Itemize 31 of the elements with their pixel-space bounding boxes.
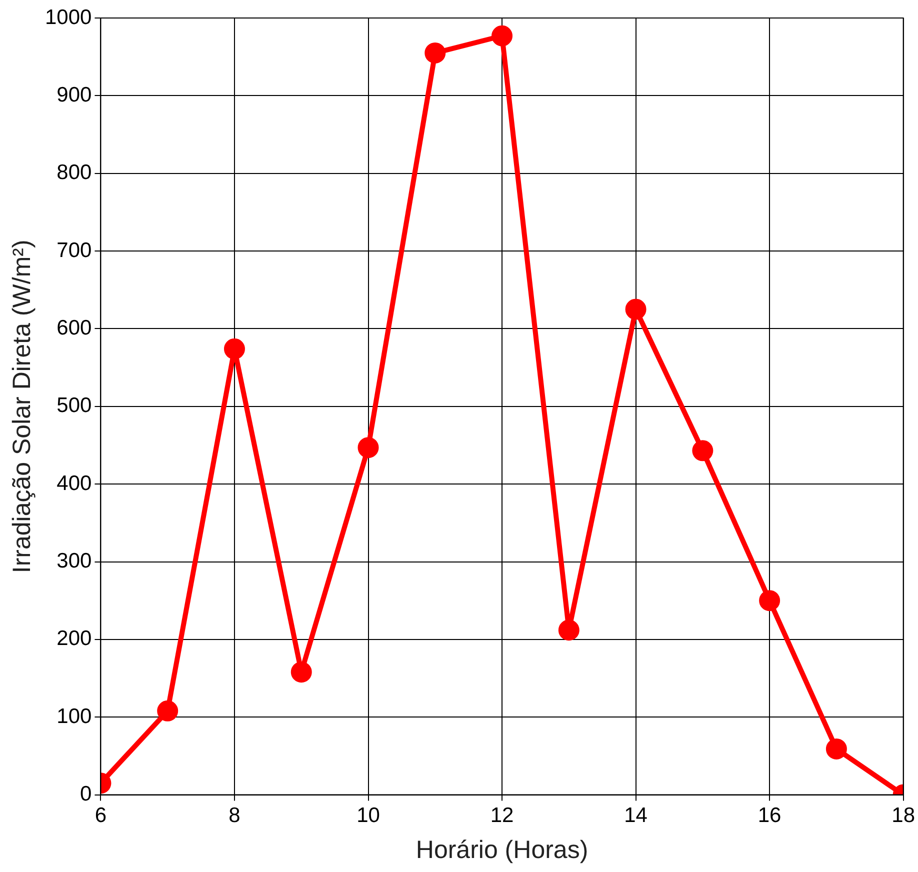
point — [692, 440, 714, 462]
x-tick-label: 8 — [228, 804, 240, 828]
y-tick-label: 200 — [56, 627, 92, 650]
point — [424, 42, 446, 64]
point — [558, 620, 580, 641]
point — [224, 338, 245, 360]
point — [625, 298, 646, 320]
y-tick-label: 500 — [56, 394, 92, 418]
x-axis-title: Horário (Horas) — [416, 836, 588, 864]
point — [358, 437, 379, 458]
x-tick-label: 6 — [94, 804, 107, 828]
x-tick-label: 12 — [490, 804, 514, 828]
point — [157, 700, 178, 722]
y-tick-label: 700 — [56, 238, 92, 262]
x-tick-label: 16 — [758, 804, 782, 828]
point — [290, 662, 312, 683]
y-tick-label: 400 — [56, 472, 92, 495]
y-tick-label: 300 — [56, 550, 92, 573]
y-tick-label: 800 — [56, 161, 92, 184]
x-tick-label: 14 — [624, 804, 648, 828]
y-tick-label: 100 — [56, 704, 92, 728]
y-tick-label: 600 — [56, 316, 92, 340]
point — [759, 590, 780, 612]
x-tick-label: 18 — [892, 804, 915, 828]
point — [826, 738, 847, 760]
y-axis-title: Irradiação Solar Direta (W/m²) — [8, 240, 36, 574]
y-tick-label: 900 — [56, 83, 92, 106]
x-tick-label: 10 — [356, 804, 380, 828]
y-tick-label: 0 — [80, 782, 92, 806]
y-tick-label: 1000 — [45, 6, 92, 29]
point — [492, 25, 513, 46]
